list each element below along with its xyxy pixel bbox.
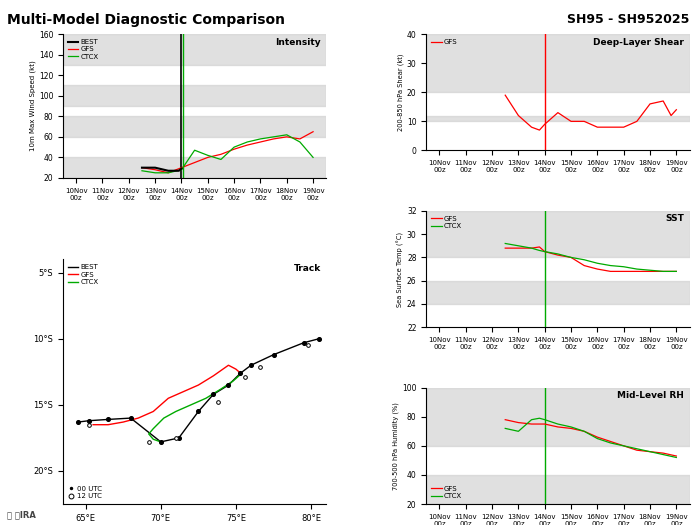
Point — [83, 416, 94, 425]
Y-axis label: 10m Max Wind Speed (kt): 10m Max Wind Speed (kt) — [29, 61, 36, 151]
Point — [298, 339, 309, 347]
Text: Deep-Layer Shear: Deep-Layer Shear — [594, 38, 684, 47]
Bar — [426, 281, 690, 304]
Text: SH95 - SH952025: SH95 - SH952025 — [567, 13, 690, 26]
Point — [170, 434, 181, 442]
Bar — [426, 211, 690, 257]
Bar — [63, 117, 326, 137]
Point — [193, 407, 204, 416]
Point — [255, 362, 266, 371]
Point — [155, 438, 167, 446]
Bar — [426, 387, 690, 446]
Point — [143, 438, 154, 446]
Bar — [63, 86, 326, 106]
Point — [208, 390, 219, 398]
Bar — [426, 34, 690, 92]
Text: Ⓝ ⓒIRA: Ⓝ ⓒIRA — [7, 511, 36, 520]
Y-axis label: 200-850 hPa Shear (kt): 200-850 hPa Shear (kt) — [398, 54, 404, 131]
Legend: GFS: GFS — [430, 38, 459, 46]
Point — [223, 381, 234, 389]
Point — [235, 369, 246, 377]
Point — [173, 434, 184, 442]
Y-axis label: 700-500 hPa Humidity (%): 700-500 hPa Humidity (%) — [393, 402, 399, 490]
Point — [313, 334, 324, 343]
Legend: GFS, CTCX: GFS, CTCX — [430, 485, 463, 500]
Bar — [63, 158, 326, 178]
Point — [72, 418, 83, 426]
Text: SST: SST — [666, 214, 684, 224]
Point — [125, 414, 136, 422]
Text: Track: Track — [294, 265, 321, 274]
Point — [302, 341, 314, 350]
Text: Multi-Model Diagnostic Comparison: Multi-Model Diagnostic Comparison — [7, 13, 285, 27]
Point — [83, 421, 94, 429]
Legend: BEST, GFS, CTCX: BEST, GFS, CTCX — [66, 38, 100, 61]
Point — [268, 351, 279, 359]
Legend: GFS, CTCX: GFS, CTCX — [430, 214, 463, 230]
Point — [246, 361, 257, 370]
Point — [212, 398, 223, 406]
Text: Mid-Level RH: Mid-Level RH — [617, 391, 684, 400]
Bar — [426, 475, 690, 504]
Legend: 00 UTC, 12 UTC: 00 UTC, 12 UTC — [66, 485, 104, 500]
Point — [239, 373, 251, 381]
Y-axis label: Sea Surface Temp (°C): Sea Surface Temp (°C) — [397, 232, 404, 307]
Bar — [63, 34, 326, 65]
Text: Intensity: Intensity — [275, 38, 321, 47]
Bar — [426, 116, 690, 121]
Point — [102, 415, 113, 424]
